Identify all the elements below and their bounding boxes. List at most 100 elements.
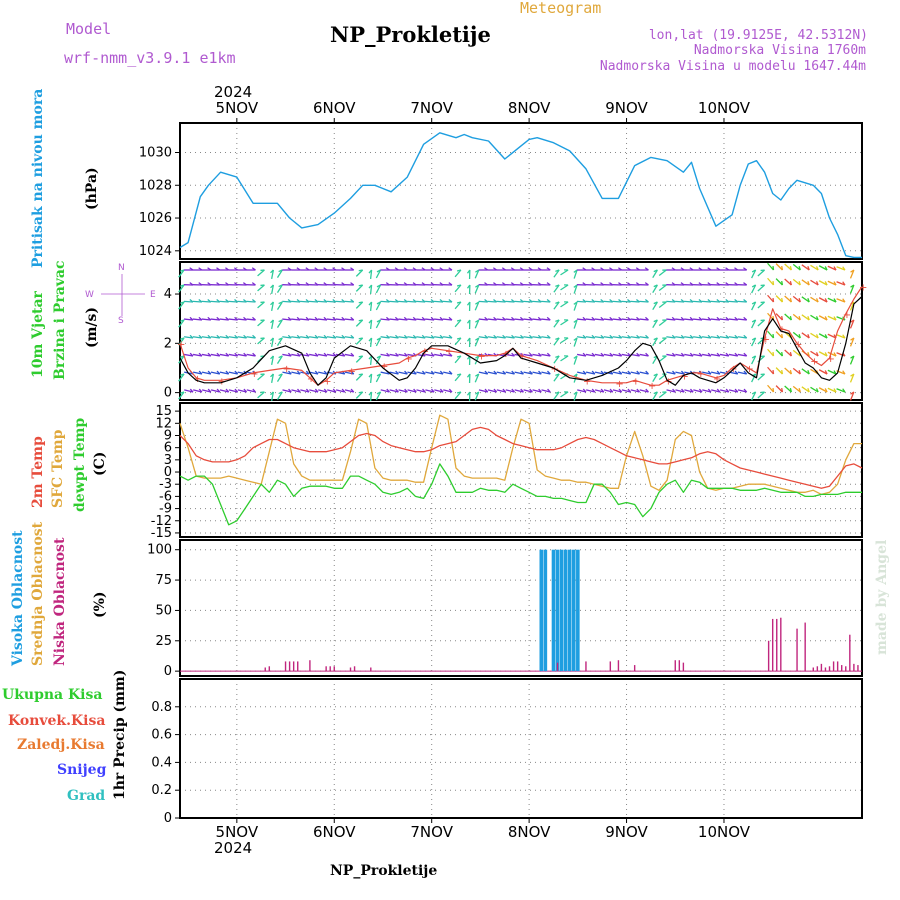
wind-barb (335, 336, 345, 339)
wind-barb-head (430, 388, 435, 393)
wind-barb-head (689, 299, 694, 303)
compass-s: S (118, 316, 124, 326)
elevation-text: Nadmorska Visina 1760m (694, 43, 866, 58)
wind-barb-head (448, 282, 453, 286)
wind-barb-head (225, 352, 230, 357)
wind-barb (757, 391, 766, 399)
wind-barb-head (511, 334, 515, 339)
wind-barb (849, 391, 855, 401)
wind-barb (276, 269, 283, 278)
date-label-bottom: 7NOV (410, 823, 453, 841)
wind-barb (710, 318, 720, 321)
wind-barb-head (358, 319, 363, 322)
wind-barb (309, 336, 319, 339)
y-tick-label: -9 (159, 502, 172, 517)
wind-barb (553, 269, 560, 278)
wind-barb (201, 300, 211, 303)
y-tick-label: -3 (159, 477, 172, 492)
wind-barb (442, 300, 453, 303)
wind-barb (228, 389, 238, 393)
wind-barb-head (323, 267, 328, 271)
wind-barb (416, 371, 426, 375)
wind-barb (541, 371, 551, 375)
wind-barb (201, 336, 211, 339)
year-top: 2024 (214, 83, 252, 101)
wind-barb (474, 284, 480, 294)
wind-barb-head (807, 281, 810, 286)
wind-barb-head (180, 301, 185, 304)
wind-barb-head (394, 267, 399, 271)
wind-barb-head (824, 316, 828, 321)
wind-barb (257, 319, 265, 327)
high-cloud-bar (551, 549, 556, 672)
wind-barb-head (332, 352, 337, 357)
wind-barb-head (332, 334, 337, 339)
wind-barb-head (798, 369, 801, 375)
wind-barb-head (439, 352, 444, 357)
wind-barb (532, 371, 542, 375)
wind-gust-marker: + (664, 376, 672, 387)
wind-barb (271, 301, 275, 311)
wind-barb-head (743, 316, 748, 321)
wind-barb (201, 371, 211, 375)
wind-barb-head (636, 334, 640, 339)
wind-barb (751, 284, 757, 294)
wind-barb-head (243, 334, 248, 339)
wind-barb (767, 277, 774, 286)
wind-barb (751, 391, 757, 401)
wind-barb (719, 336, 729, 339)
wind-barb-head (189, 388, 194, 393)
wind-barb-head (591, 352, 596, 357)
wind-barb-head (466, 391, 471, 396)
compass-w: W (85, 290, 94, 300)
wind-barb-head (305, 370, 310, 375)
wind-barb-head (216, 334, 221, 339)
wind-barb-head (807, 388, 810, 393)
date-label-top: 9NOV (605, 99, 648, 117)
wind-barb (585, 353, 595, 357)
wind-barb-head (198, 334, 203, 339)
y-tick-label: 0 (164, 664, 172, 679)
wind-barb-head (591, 299, 596, 303)
precip-ylabel: 1hr Precip (mm) (112, 670, 128, 800)
wind-barb (505, 318, 515, 321)
wind-barb (801, 386, 810, 393)
wind-barb (594, 318, 604, 321)
wind-barb (594, 371, 604, 375)
wind-barb-head (546, 352, 551, 357)
wind-barb-head (716, 352, 721, 357)
wind-barb-head (760, 284, 765, 287)
wind-barb-head (216, 388, 221, 393)
wind-barb-head (510, 299, 515, 303)
wind-barb-head (475, 373, 480, 377)
wind-barb-head (278, 284, 283, 288)
low-cloud-bar (767, 640, 770, 672)
wind-barb (335, 300, 345, 303)
wind-gust-marker: + (380, 362, 388, 373)
wind-barb-head (807, 334, 810, 339)
wind-barb-head (636, 352, 640, 357)
wind-barb-head (807, 266, 810, 271)
wind-barb (666, 300, 676, 303)
wind-barb-head (609, 299, 614, 303)
wind-gust-marker: + (177, 339, 185, 350)
wind-barb-head (789, 280, 792, 286)
wind-barb-head (376, 355, 381, 359)
wind-barb-head (689, 282, 694, 286)
wind-barb-head (278, 355, 283, 359)
wind-barb (849, 284, 855, 294)
wind-barb-head (609, 334, 614, 339)
wind-barb-head (493, 316, 498, 321)
wind-barb-head (538, 370, 542, 375)
wind-barb (219, 353, 229, 357)
model-name: wrf-nmm_v3.9.1 e1km (64, 49, 236, 67)
wind-barb (454, 301, 462, 310)
wind-barb-head (815, 266, 819, 271)
wind-barb-head (243, 352, 248, 357)
wind-barb (621, 371, 631, 375)
wind-barb-head (734, 316, 739, 321)
wind-barb (849, 301, 855, 311)
wind-barb (291, 300, 301, 303)
low-cloud-bar (268, 666, 271, 672)
wind-barb-head (270, 337, 274, 342)
